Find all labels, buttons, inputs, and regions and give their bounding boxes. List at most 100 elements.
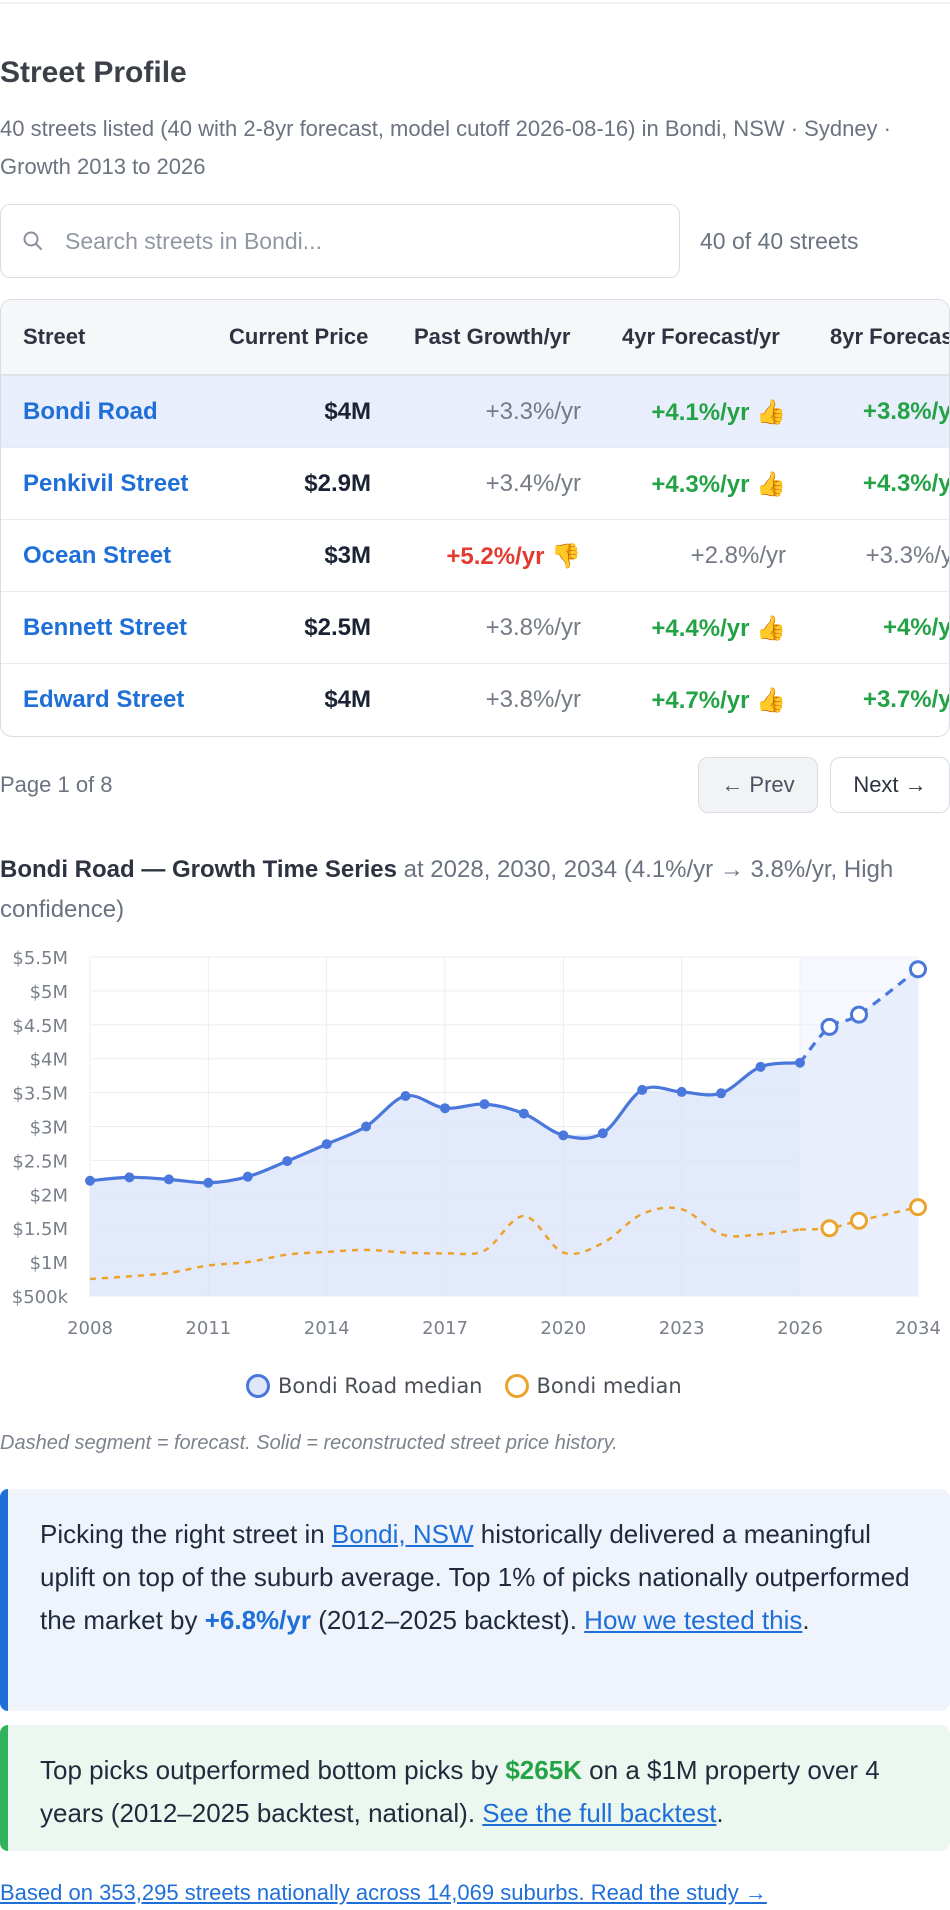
suburb-forecast-point — [850, 1211, 868, 1230]
next-page-button[interactable]: Next → — [830, 757, 950, 813]
street-history-point — [124, 1172, 135, 1183]
street-forecast-point — [909, 960, 927, 979]
street-link[interactable]: Edward Street — [23, 686, 185, 713]
street-forecast-point — [850, 1005, 868, 1024]
growth-chart: $500k $1M $1.5M $2M $2.5M $3M $3.5M $4M $4.5M $5M… — [12, 948, 941, 1339]
search-box[interactable] — [0, 204, 680, 278]
street-forecast-line — [798, 967, 919, 1064]
street-history-point — [597, 1128, 608, 1139]
x-tick-label: 2011 — [185, 1318, 231, 1339]
column-header-4yr-forecast[interactable]: 4yr Forecast/yr — [622, 324, 780, 349]
y-tick-label: $500k — [12, 1287, 69, 1308]
thumbs-down-icon: 👎 — [551, 543, 581, 570]
forecast-8yr: +3.7%/yr — [862, 686, 949, 713]
forecast-8yr: +4.3%/yr — [862, 470, 949, 497]
column-header-8yr-forecast[interactable]: 8yr Forecast/yr — [830, 324, 949, 349]
street-history-point — [755, 1061, 766, 1072]
table-row[interactable]: Edward Street $4M +3.8%/yr +4.7%/yr 👍 +3… — [1, 664, 949, 736]
table-row[interactable]: Penkivil Street $2.9M +3.4%/yr +4.3%/yr … — [1, 448, 949, 520]
table-header: Street Current Price Past Growth/yr 4yr … — [1, 300, 949, 376]
street-history-point — [676, 1086, 687, 1097]
x-tick-label: 2034 — [895, 1318, 941, 1339]
street-history-point — [440, 1103, 450, 1114]
street-history-point — [637, 1084, 648, 1095]
street-link[interactable]: Penkivil Street — [23, 470, 189, 497]
column-header-current-price[interactable]: Current Price — [229, 324, 369, 349]
street-area-fill — [90, 969, 918, 1296]
forecast-8yr: +3.8%/yr — [862, 398, 949, 425]
street-history-point — [361, 1121, 372, 1132]
x-tick-label: 2014 — [304, 1318, 350, 1339]
street-history-point — [163, 1174, 174, 1185]
y-tick-label: $3.5M — [12, 1084, 68, 1105]
legend-item-street[interactable]: Bondi Road median — [246, 1374, 483, 1398]
prev-page-button[interactable]: ← Prev — [698, 757, 818, 813]
table-row[interactable]: Bondi Road $4M +3.3%/yr +4.1%/yr 👍 +3.8%… — [1, 376, 949, 448]
current-price: $2.5M — [304, 614, 371, 641]
suburb-forecast-line — [799, 1205, 919, 1231]
suburb-link[interactable]: Bondi, NSW — [331, 1519, 474, 1549]
thumbs-up-icon: 👍 — [756, 687, 786, 714]
current-price: $3M — [324, 542, 371, 569]
chart-title: Bondi Road — Growth Time Series at 2028,… — [0, 856, 894, 923]
forecast-4yr: +4.4%/yr 👍 — [651, 615, 786, 642]
street-history-point — [242, 1171, 253, 1182]
y-tick-label: $2M — [30, 1185, 68, 1206]
x-tick-label: 2026 — [777, 1318, 823, 1339]
thumbs-up-icon: 👍 — [756, 471, 786, 498]
outperformance-value: +6.8%/yr — [204, 1605, 311, 1635]
street-link[interactable]: Bondi Road — [23, 398, 158, 425]
chart-note: Dashed segment = forecast. Solid = recon… — [0, 1432, 618, 1454]
street-link[interactable]: Bennett Street — [23, 614, 188, 641]
y-tick-label: $1M — [30, 1253, 68, 1274]
street-history-point — [716, 1088, 727, 1099]
y-tick-label: $2.5M — [12, 1151, 68, 1172]
past-growth: +3.4%/yr — [485, 470, 581, 497]
forecast-8yr: +4%/yr — [882, 614, 949, 641]
thumbs-up-icon: 👍 — [756, 615, 786, 642]
search-icon — [21, 229, 45, 253]
methodology-link[interactable]: How we tested this — [584, 1605, 803, 1635]
page-title: Street Profile — [0, 56, 187, 89]
chart-legend: Bondi Road median Bondi median — [246, 1374, 704, 1398]
y-tick-label: $4M — [30, 1050, 68, 1071]
column-header-street[interactable]: Street — [23, 324, 86, 349]
legend-marker-suburb — [504, 1374, 529, 1398]
past-growth: +3.8%/yr — [485, 686, 581, 713]
thumbs-up-icon: 👍 — [756, 399, 786, 426]
x-tick-label: 2023 — [659, 1318, 705, 1339]
street-history-point — [203, 1177, 214, 1188]
legend-item-suburb[interactable]: Bondi median — [504, 1374, 682, 1398]
forecast-4yr: +4.1%/yr 👍 — [651, 399, 786, 426]
suburb-forecast-point — [820, 1219, 839, 1238]
backtest-link[interactable]: See the full backtest — [482, 1798, 717, 1828]
table-row[interactable]: Ocean Street $3M +5.2%/yr 👎 +2.8%/yr +3.… — [1, 520, 949, 592]
top-divider — [0, 2, 950, 4]
forecast-4yr: +4.3%/yr 👍 — [651, 471, 786, 498]
search-input[interactable] — [65, 227, 665, 255]
street-history-point — [479, 1099, 490, 1110]
y-tick-label: $3M — [30, 1118, 68, 1139]
page-indicator: Page 1 of 8 — [0, 772, 113, 797]
study-link[interactable]: Based on 353,295 streets nationally acro… — [0, 1880, 767, 1905]
past-growth: +3.8%/yr — [485, 614, 581, 641]
x-tick-label: 2017 — [422, 1318, 468, 1339]
street-count: 40 of 40 streets — [700, 228, 859, 254]
street-history-point — [518, 1108, 529, 1119]
legend-marker-street — [246, 1374, 270, 1398]
y-tick-label: $1.5M — [12, 1219, 68, 1240]
forecast-8yr: +3.3%/yr — [865, 542, 949, 569]
callout-accent-bar — [0, 1489, 8, 1711]
past-growth: +3.3%/yr — [485, 398, 581, 425]
forecast-4yr: +4.7%/yr 👍 — [651, 687, 786, 714]
callout-accent-bar — [0, 1725, 8, 1851]
x-tick-label: 2008 — [67, 1318, 113, 1339]
current-price: $4M — [324, 686, 371, 713]
uplift-callout: Picking the right street in Bondi, NSW h… — [0, 1489, 950, 1711]
current-price: $4M — [324, 398, 371, 425]
column-header-past-growth[interactable]: Past Growth/yr — [414, 324, 571, 349]
street-link[interactable]: Ocean Street — [23, 542, 172, 569]
table-row[interactable]: Bennett Street $2.5M +3.8%/yr +4.4%/yr 👍… — [1, 592, 949, 664]
street-history-point — [321, 1139, 332, 1150]
street-forecast-point — [820, 1017, 839, 1036]
